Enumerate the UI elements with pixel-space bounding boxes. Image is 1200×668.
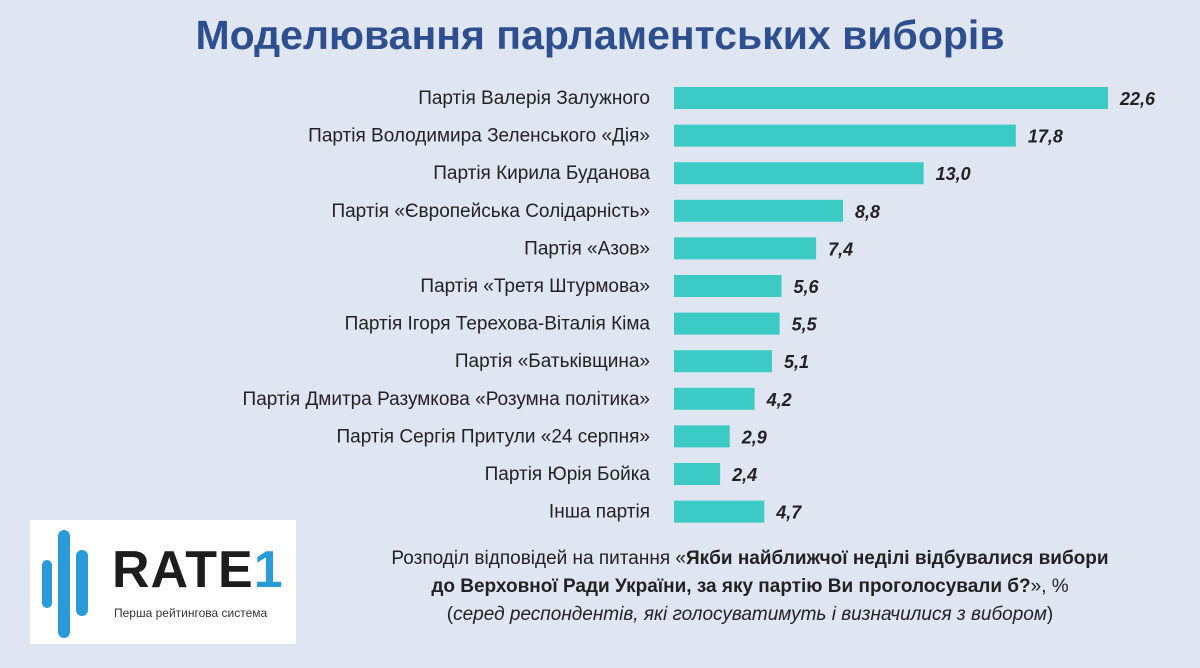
value-label: 7,4 bbox=[828, 239, 853, 259]
bar bbox=[674, 463, 721, 485]
bar bbox=[674, 162, 924, 185]
value-label: 17,8 bbox=[1028, 127, 1063, 147]
bar bbox=[674, 124, 1016, 147]
logo-digit: 1 bbox=[253, 541, 284, 599]
caption-note: серед респондентів, які голосуватимуть і… bbox=[453, 604, 1047, 625]
logo-name: RATE bbox=[112, 541, 254, 599]
caption-text: Розподіл відповідей на питання « bbox=[391, 548, 686, 569]
category-label: Партія «Європейська Солідарність» bbox=[331, 201, 650, 222]
caption-question: Якби найближчої неділі відбувалися вибор… bbox=[685, 548, 1109, 569]
bar bbox=[674, 350, 772, 373]
bar bbox=[674, 312, 780, 335]
caption-paren: ) bbox=[1046, 604, 1054, 625]
bar bbox=[674, 87, 1108, 109]
value-label: 4,7 bbox=[775, 503, 802, 523]
bar bbox=[674, 387, 755, 410]
value-label: 22,6 bbox=[1119, 89, 1156, 109]
category-label: Партія Кирила Буданова bbox=[433, 163, 650, 184]
caption-text: », % bbox=[1030, 576, 1069, 597]
chart-title: Моделювання парламентських виборів bbox=[195, 12, 1005, 58]
rate1-logo: RATE1 Перша рейтингова система bbox=[30, 520, 296, 644]
chart-caption: Розподіл відповідей на питання «Якби най… bbox=[320, 545, 1180, 629]
bar-chart: Партія Валерія Залужного 22,6 Партія Волод… bbox=[243, 87, 1156, 523]
logo-bars-icon bbox=[42, 530, 88, 638]
bar bbox=[674, 425, 730, 448]
bar bbox=[674, 199, 843, 222]
bar bbox=[674, 275, 782, 297]
category-label: Партія Володимира Зеленського «Дія» bbox=[308, 126, 650, 147]
value-label: 2,9 bbox=[741, 427, 767, 447]
category-label: Партія Ігоря Терехова-Віталія Кіма bbox=[345, 314, 651, 335]
value-label: 8,8 bbox=[855, 202, 880, 222]
value-label: 5,5 bbox=[792, 315, 818, 335]
value-label: 5,6 bbox=[794, 277, 820, 297]
bar bbox=[674, 237, 817, 260]
category-label: Партія Валерія Залужного bbox=[418, 88, 650, 109]
logo-tagline: Перша рейтингова система bbox=[114, 606, 268, 620]
caption-question: до Верховної Ради України, за яку партію… bbox=[431, 576, 1031, 597]
category-label: Інша партія bbox=[549, 502, 650, 523]
category-label: Партія Дмитра Разумкова «Розумна політик… bbox=[243, 389, 650, 410]
bar bbox=[674, 500, 765, 523]
category-label: Партія Юрія Бойка bbox=[485, 464, 651, 485]
category-label: Партія «Третя Штурмова» bbox=[420, 276, 650, 297]
value-label: 4,2 bbox=[766, 390, 792, 410]
category-label: Партія Сергія Притули «24 серпня» bbox=[337, 426, 651, 447]
value-label: 2,4 bbox=[731, 465, 757, 485]
category-label: Партія «Азов» bbox=[524, 238, 650, 259]
value-label: 13,0 bbox=[936, 164, 971, 184]
caption-paren: ( bbox=[446, 604, 454, 625]
category-label: Партія «Батьківщина» bbox=[455, 351, 650, 372]
value-label: 5,1 bbox=[784, 352, 809, 372]
